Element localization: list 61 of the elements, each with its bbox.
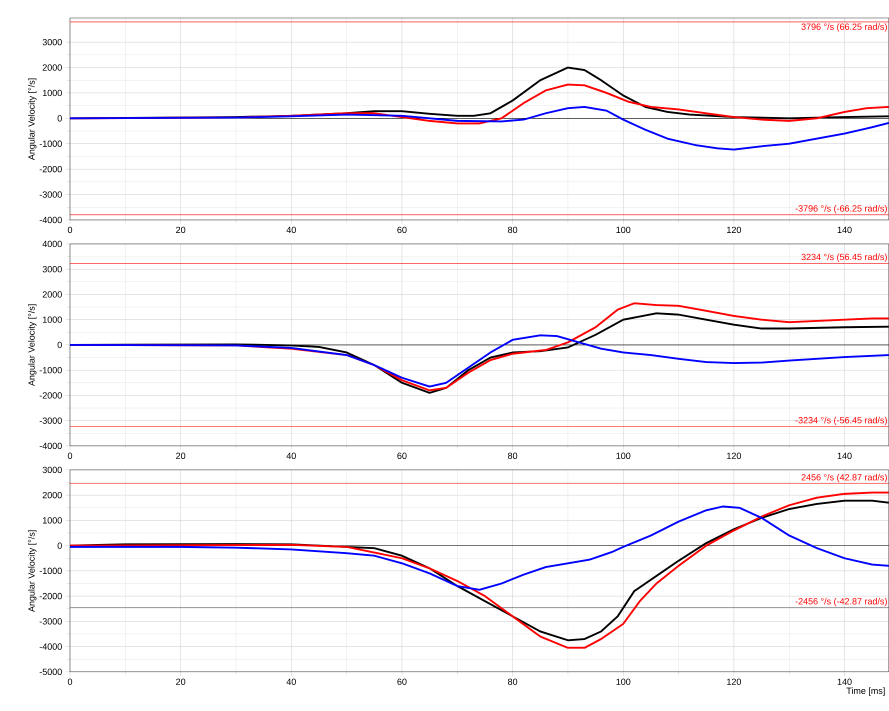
line-series: [70, 506, 889, 591]
x-tick-label: 60: [397, 226, 407, 234]
y-tick-label: 4000: [42, 240, 62, 248]
x-tick-label: 80: [508, 226, 518, 234]
y-tick-label: 1000: [42, 517, 62, 524]
x-tick-label: 100: [616, 226, 630, 234]
x-tick-label: 80: [508, 452, 518, 460]
y-tick-label: 3000: [42, 39, 62, 46]
ref-line-label: -3234 °/s (-56.45 rad/s): [796, 416, 887, 426]
x-tick-label: 80: [508, 678, 518, 686]
y-axis-title: Angular Velocity [°/s]: [28, 304, 36, 386]
x-tick-label: 0: [68, 226, 72, 234]
y-tick-label: -2000: [40, 166, 62, 172]
x-tick-label: 40: [286, 226, 296, 234]
ref-line-label: 3796 °/s (66.25 rad/s): [801, 23, 887, 32]
y-tick-label: -4000: [40, 442, 62, 450]
y-axis-title: Angular Velocity [°/s]: [28, 78, 36, 160]
y-tick-label: -2000: [40, 392, 62, 399]
x-tick-label: 40: [286, 678, 296, 686]
y-axis-title: Angular Velocity [°/s]: [28, 530, 36, 612]
y-tick-label: 2000: [42, 64, 62, 71]
ref-line-label: 3234 °/s (56.45 rad/s): [801, 254, 887, 262]
x-tick-label: 100: [616, 452, 630, 460]
x-tick-label: 100: [616, 678, 630, 686]
y-tick-label: -3000: [40, 191, 62, 198]
y-tick-label: -3000: [40, 618, 62, 625]
x-tick-label: 20: [176, 226, 186, 234]
x-tick-label: 120: [727, 452, 742, 460]
x-tick-label: 140: [838, 452, 852, 460]
y-tick-label: -4000: [40, 643, 62, 650]
x-tick-label: 40: [286, 452, 296, 460]
x-tick-label: 20: [176, 452, 186, 460]
y-tick-label: -1000: [40, 568, 62, 574]
x-axis-title: Time [ms]: [846, 687, 885, 696]
y-tick-label: 3000: [42, 266, 62, 272]
x-tick-label: 140: [838, 678, 852, 686]
y-tick-label: 2000: [42, 492, 62, 498]
x-tick-label: 0: [68, 452, 72, 460]
x-tick-label: 60: [397, 452, 407, 460]
y-tick-label: -4000: [40, 216, 62, 224]
y-tick-label: -1000: [40, 367, 62, 374]
y-tick-label: 3000: [42, 466, 62, 474]
y-tick-label: 2000: [42, 291, 62, 298]
y-tick-label: 1000: [42, 90, 62, 96]
y-tick-label: 0: [58, 342, 62, 348]
x-tick-label: 120: [727, 226, 742, 234]
y-tick-label: -3000: [40, 418, 62, 424]
x-tick-label: 120: [727, 678, 742, 686]
ref-line-label: 2456 °/s (42.87 rad/s): [802, 474, 887, 482]
y-tick-label: -5000: [40, 668, 62, 676]
y-tick-label: 0: [58, 542, 62, 549]
x-tick-label: 20: [176, 678, 186, 686]
ref-line-label: -3796 °/s (-66.25 rad/s): [796, 205, 887, 214]
y-tick-label: -1000: [40, 140, 62, 147]
x-tick-label: 60: [397, 678, 407, 686]
x-tick-label: 140: [838, 226, 852, 234]
y-tick-label: 1000: [42, 316, 62, 323]
y-tick-label: -2000: [40, 593, 62, 600]
ref-line-label: -2456 °/s (-42.87 rad/s): [796, 598, 887, 606]
y-tick-label: 0: [58, 115, 62, 122]
x-tick-label: 0: [68, 678, 72, 686]
